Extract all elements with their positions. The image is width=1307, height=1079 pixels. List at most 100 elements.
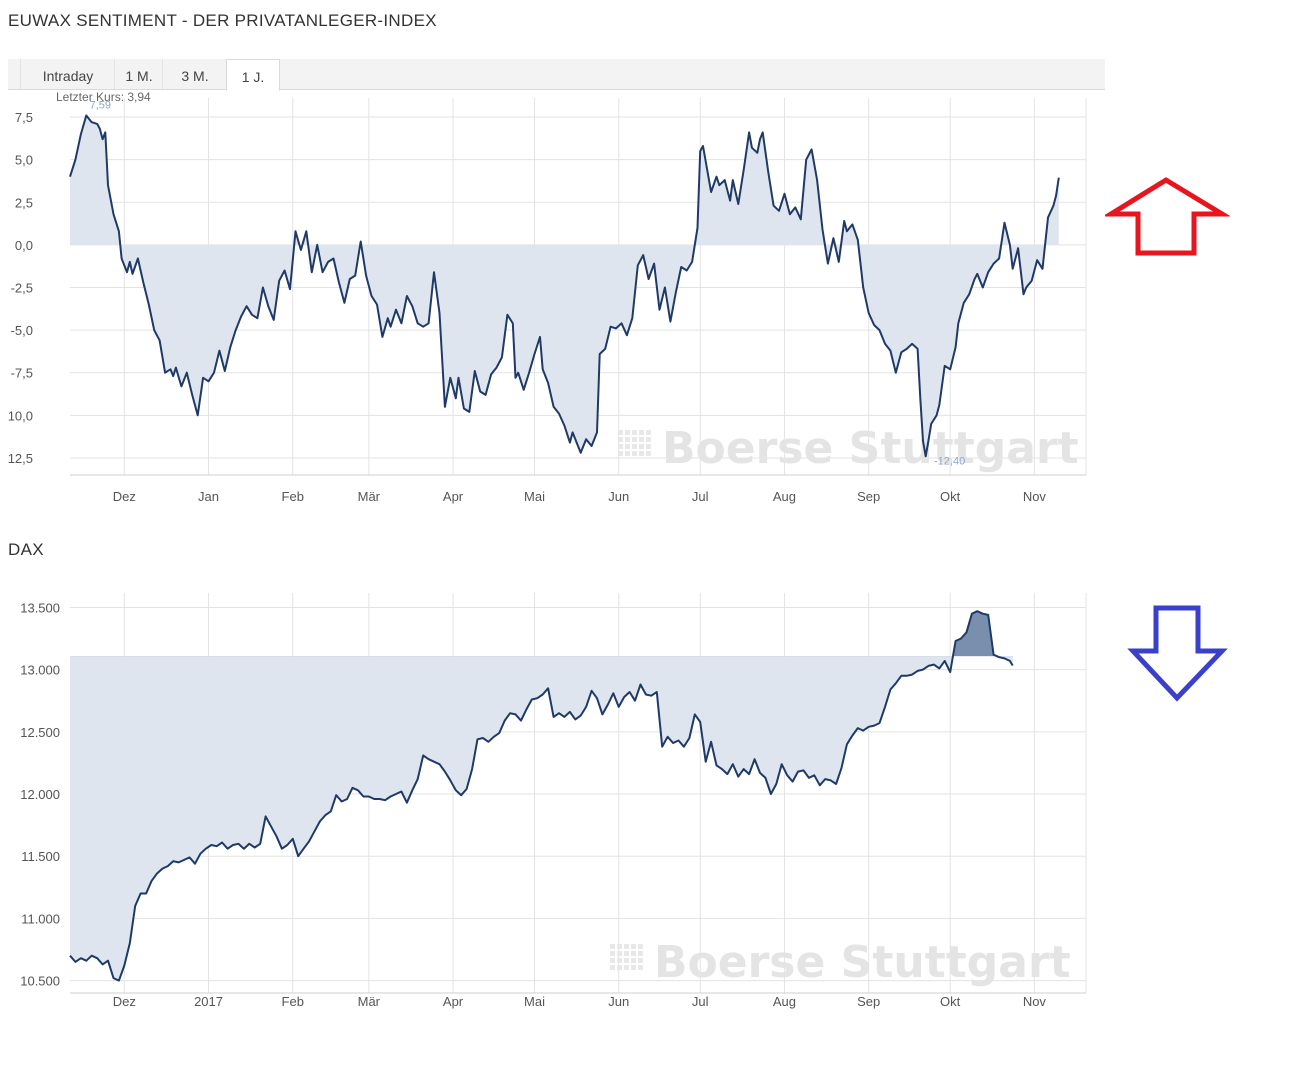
watermark: Boerse Stuttgart bbox=[610, 937, 1071, 988]
watermark-dot bbox=[631, 944, 636, 949]
watermark-dot bbox=[624, 965, 629, 970]
watermark-dot bbox=[646, 451, 651, 456]
max-value-label: 7,59 bbox=[90, 100, 111, 112]
watermark-dot bbox=[639, 451, 644, 456]
x-tick-label: Aug bbox=[773, 489, 796, 504]
watermark-dot bbox=[624, 944, 629, 949]
x-tick-label: Okt bbox=[940, 489, 961, 504]
watermark-dot bbox=[646, 437, 651, 442]
x-tick-label: 2017 bbox=[194, 994, 223, 1009]
y-tick-label: 12.000 bbox=[20, 787, 60, 802]
watermark-dot bbox=[618, 437, 623, 442]
watermark: Boerse Stuttgart bbox=[618, 423, 1079, 474]
x-tick-label: Jul bbox=[692, 489, 709, 504]
watermark-dot bbox=[617, 965, 622, 970]
area-fill-above bbox=[952, 611, 997, 657]
y-tick-label: -5,0 bbox=[11, 323, 33, 338]
y-tick-label: 2,5 bbox=[15, 195, 33, 210]
period-tab-bar: Intraday 1 M. 3 M. 1 J. bbox=[8, 59, 1105, 91]
watermark-dot bbox=[638, 951, 643, 956]
x-tick-label: Jul bbox=[692, 994, 709, 1009]
tab-1-year[interactable]: 1 J. bbox=[226, 59, 280, 91]
watermark-dot bbox=[617, 951, 622, 956]
y-tick-label: 5,0 bbox=[15, 153, 33, 168]
x-tick-label: Sep bbox=[857, 489, 880, 504]
y-tick-label: 13.000 bbox=[20, 663, 60, 678]
x-tick-label: Dez bbox=[113, 489, 136, 504]
y-tick-label: 10.500 bbox=[20, 974, 60, 989]
y-tick-label: 11.000 bbox=[21, 911, 60, 926]
series-line bbox=[69, 610, 1014, 982]
x-tick-label: Aug bbox=[773, 994, 796, 1009]
watermark-dot bbox=[617, 958, 622, 963]
x-tick-label: Apr bbox=[443, 489, 464, 504]
watermark-dot bbox=[639, 437, 644, 442]
x-tick-label: Sep bbox=[857, 994, 880, 1009]
watermark-dot bbox=[625, 451, 630, 456]
watermark-dot bbox=[625, 444, 630, 449]
y-tick-label: 11.500 bbox=[21, 849, 60, 864]
y-tick-label: 0,0 bbox=[15, 238, 33, 253]
watermark-dot bbox=[631, 951, 636, 956]
watermark-dot bbox=[639, 444, 644, 449]
x-tick-label: Mai bbox=[524, 994, 545, 1009]
watermark-dot bbox=[618, 444, 623, 449]
dax-chart-title: DAX bbox=[8, 540, 44, 559]
watermark-dot bbox=[638, 965, 643, 970]
y-tick-label: 13.500 bbox=[20, 600, 60, 615]
watermark-dot bbox=[617, 944, 622, 949]
watermark-dot bbox=[610, 951, 615, 956]
watermark-dot bbox=[610, 944, 615, 949]
x-tick-label: Apr bbox=[443, 994, 464, 1009]
watermark-dot bbox=[610, 958, 615, 963]
tab-3-months[interactable]: 3 M. bbox=[162, 59, 227, 89]
area-fill bbox=[70, 115, 1059, 457]
watermark-dot bbox=[618, 430, 623, 435]
watermark-text: Boerse Stuttgart bbox=[654, 937, 1071, 988]
min-value-label: -12,40 bbox=[934, 455, 965, 467]
watermark-dot bbox=[631, 958, 636, 963]
y-tick-label: 7,5 bbox=[15, 110, 33, 125]
last-price-label: Letzter Kurs: 3,94 bbox=[56, 90, 151, 104]
x-tick-label: Jun bbox=[608, 994, 629, 1009]
x-tick-label: Dez bbox=[113, 994, 136, 1009]
y-tick-label: 10,0 bbox=[8, 408, 33, 423]
watermark-dot bbox=[625, 430, 630, 435]
watermark-dot bbox=[638, 958, 643, 963]
watermark-dot bbox=[631, 965, 636, 970]
x-tick-label: Feb bbox=[282, 489, 304, 504]
tab-1-month[interactable]: 1 M. bbox=[114, 59, 163, 89]
y-tick-label: -2,5 bbox=[11, 281, 33, 296]
x-tick-label: Mär bbox=[358, 489, 381, 504]
watermark-dot bbox=[638, 944, 643, 949]
watermark-dot bbox=[632, 444, 637, 449]
watermark-dot bbox=[624, 951, 629, 956]
arrow-down-icon bbox=[1127, 605, 1228, 702]
watermark-dot bbox=[646, 430, 651, 435]
watermark-dot bbox=[646, 444, 651, 449]
watermark-dot bbox=[624, 958, 629, 963]
watermark-dot bbox=[639, 430, 644, 435]
arrow-up-icon bbox=[1105, 177, 1230, 256]
x-tick-label: Jan bbox=[198, 489, 219, 504]
x-tick-label: Okt bbox=[940, 994, 961, 1009]
x-tick-label: Jun bbox=[608, 489, 629, 504]
x-tick-label: Nov bbox=[1023, 489, 1047, 504]
watermark-text: Boerse Stuttgart bbox=[662, 423, 1079, 474]
sentiment-chart: 7,5 5,0 2,5 0,0 -2,5 -5,0 -7,5 10,0 12,5 Dez Jan Fe… bbox=[8, 90, 1087, 504]
area-fill bbox=[70, 611, 1013, 981]
x-tick-label: Mär bbox=[358, 994, 381, 1009]
watermark-dot bbox=[632, 451, 637, 456]
watermark-dot bbox=[632, 430, 637, 435]
tab-intraday[interactable]: Intraday bbox=[20, 59, 115, 89]
watermark-dot bbox=[610, 965, 615, 970]
watermark-dot bbox=[625, 437, 630, 442]
series-line bbox=[69, 114, 1060, 458]
y-tick-label: -7,5 bbox=[11, 366, 33, 381]
x-tick-label: Feb bbox=[282, 994, 304, 1009]
y-tick-label: 12.500 bbox=[20, 725, 60, 740]
x-tick-label: Nov bbox=[1023, 994, 1047, 1009]
y-tick-label: 12,5 bbox=[8, 451, 33, 466]
watermark-dot bbox=[632, 437, 637, 442]
sentiment-chart-title: EUWAX SENTIMENT - DER PRIVATANLEGER-INDE… bbox=[8, 11, 437, 30]
